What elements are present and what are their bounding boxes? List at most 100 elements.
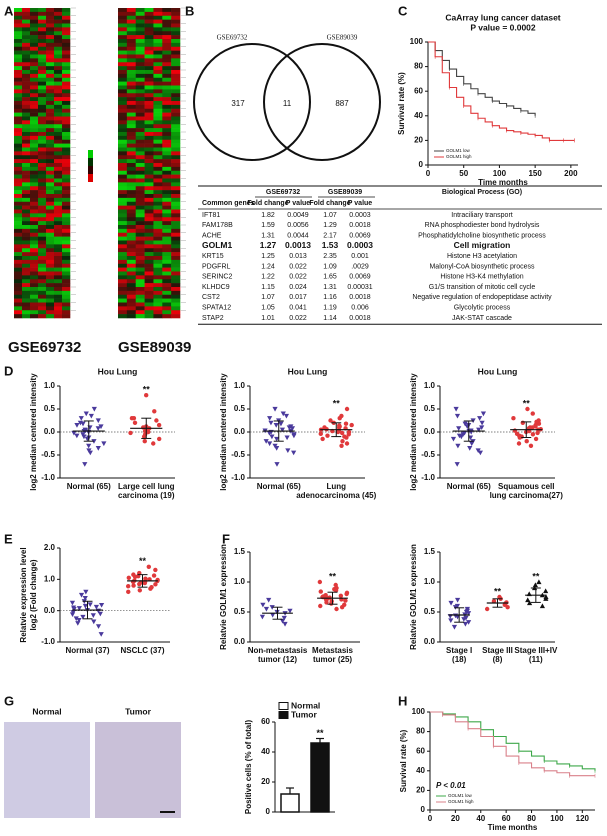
heat-cell	[144, 259, 154, 265]
heat-cell	[126, 128, 137, 133]
heat-cell	[118, 298, 128, 303]
dot	[322, 425, 327, 430]
table-cell: CST2	[202, 294, 220, 301]
heat-cell	[162, 54, 172, 59]
heat-cell	[22, 50, 31, 55]
heat-cell	[153, 279, 163, 284]
heat-cell	[153, 23, 163, 28]
dot	[91, 406, 97, 412]
heat-cell	[38, 194, 47, 199]
dot	[339, 443, 344, 448]
heat-cell	[14, 23, 23, 28]
heat-cell	[54, 39, 63, 44]
heat-cell	[38, 263, 47, 268]
heat-cell	[46, 166, 55, 172]
heat-cell	[126, 66, 137, 71]
heat-cell	[135, 163, 145, 168]
heat-cell	[62, 252, 71, 257]
heat-cell	[30, 128, 39, 133]
dot	[454, 462, 460, 467]
heat-cell	[22, 186, 31, 191]
heat-cell	[38, 267, 47, 272]
heat-cell	[62, 236, 71, 241]
heat-cell	[54, 15, 63, 20]
dot	[269, 434, 275, 440]
heat-cell	[62, 287, 71, 292]
heat-cell	[171, 263, 181, 268]
heat-cell	[153, 19, 163, 24]
heat-cell	[126, 178, 137, 183]
heat-cell	[162, 50, 172, 55]
y-tick-label: 80	[416, 727, 425, 736]
heat-cell	[14, 108, 23, 113]
heat-cell	[135, 240, 145, 245]
heat-cell	[135, 225, 145, 230]
heat-cell	[144, 35, 154, 40]
heat-cell	[22, 290, 31, 296]
heat-cell	[118, 186, 128, 191]
heat-cell	[14, 81, 23, 86]
survival-curve	[428, 41, 536, 116]
heat-cell	[30, 287, 39, 292]
heat-cell	[38, 190, 47, 195]
heat-cell	[46, 81, 55, 86]
heat-cell	[22, 294, 31, 299]
heat-cell	[135, 54, 145, 59]
dot	[346, 432, 351, 437]
dot	[76, 617, 82, 623]
heat-cell	[54, 213, 63, 218]
heat-cell	[162, 248, 172, 253]
heat-cell	[135, 89, 145, 94]
heat-cell	[38, 58, 47, 63]
heat-cell	[30, 46, 39, 51]
heat-cell	[144, 205, 154, 210]
heat-cell	[135, 108, 145, 113]
heat-cell	[62, 209, 71, 214]
heat-cell	[14, 287, 23, 292]
heat-cell	[62, 58, 71, 63]
heat-cell	[126, 85, 137, 90]
dot	[78, 416, 84, 421]
heat-cell	[135, 46, 145, 51]
heat-cell	[38, 104, 47, 110]
dot	[534, 419, 539, 425]
heat-cell	[38, 244, 47, 249]
heat-cell	[14, 209, 23, 214]
heat-cell	[144, 81, 154, 86]
heat-cell	[62, 197, 71, 203]
heat-cell	[135, 201, 145, 206]
dot	[88, 413, 94, 419]
heat-cell	[46, 302, 55, 307]
heat-cell	[38, 42, 47, 48]
y-axis-label: Relatvie GOLM1 expression	[409, 544, 418, 650]
heat-cell	[14, 178, 23, 183]
heat-cell	[118, 155, 128, 160]
heat-cell	[144, 42, 154, 48]
heat-cell	[54, 174, 63, 179]
heat-cell	[46, 182, 55, 187]
heat-cell	[118, 170, 128, 175]
dot	[526, 600, 533, 606]
heat-cell	[54, 310, 63, 315]
heat-cell	[30, 8, 39, 13]
heat-cell	[30, 77, 39, 82]
heat-cell	[126, 170, 137, 175]
heat-cell	[38, 283, 47, 288]
heat-cell	[54, 271, 63, 276]
color-key	[88, 150, 93, 158]
heat-cell	[54, 240, 63, 245]
heat-cell	[38, 302, 47, 307]
heat-cell	[14, 11, 23, 17]
heat-cell	[62, 159, 71, 164]
heat-cell	[126, 139, 137, 144]
heat-cell	[30, 228, 39, 234]
heat-cell	[162, 302, 172, 307]
heat-cell	[118, 70, 128, 75]
chart-subtitle: P value = 0.0002	[470, 22, 536, 32]
heat-cell	[62, 174, 71, 179]
table-group: GSE89039	[328, 189, 362, 196]
heat-cell	[22, 19, 31, 24]
y-axis-label: Survival rate (%)	[399, 729, 408, 792]
dot	[528, 443, 534, 448]
heat-cell	[30, 11, 39, 17]
